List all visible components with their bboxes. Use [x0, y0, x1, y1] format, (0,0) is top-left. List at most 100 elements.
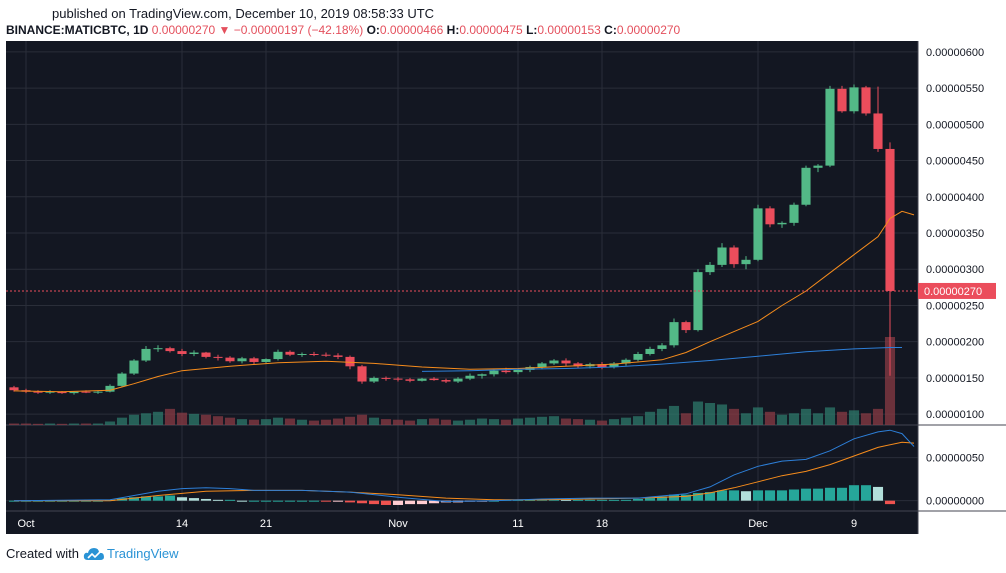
candle-body — [273, 351, 283, 360]
candle-body — [621, 359, 631, 364]
volume-bar — [560, 418, 572, 425]
macd-tick-label: 0.00000050 — [926, 453, 984, 465]
close-value: 0.00000270 — [616, 23, 681, 37]
time-tick-label: 14 — [176, 518, 188, 530]
candle-body — [765, 208, 775, 225]
candle-body — [609, 363, 619, 368]
volume-bar — [284, 418, 296, 425]
time-tick-label: 9 — [851, 518, 857, 530]
macd-histogram-bar — [788, 489, 800, 501]
candle-body — [321, 354, 331, 356]
volume-bar — [584, 419, 596, 425]
macd-histogram-bar — [404, 500, 416, 505]
candle-body — [801, 167, 811, 205]
price-tick-label: 0.00000550 — [926, 83, 984, 95]
volume-bar — [8, 423, 20, 425]
macd-histogram-bar — [860, 485, 872, 501]
volume-bar — [116, 417, 128, 425]
candle-body — [189, 352, 199, 354]
volume-bar — [476, 418, 488, 425]
macd-histogram-bar — [728, 490, 740, 501]
price-chart[interactable]: 0.00000100 0.00000150 0.00000200 0.00000250… — [0, 41, 1006, 539]
macd-histogram-bar — [716, 490, 728, 501]
volume-bar — [416, 419, 428, 425]
time-tick-label: Oct — [17, 518, 34, 530]
candle-body — [9, 387, 19, 391]
candle-body — [141, 348, 151, 361]
macd-histogram-bar — [644, 498, 656, 501]
macd-histogram-bar — [392, 500, 404, 505]
down-arrow-icon: ▼ — [218, 23, 231, 37]
candle-body — [753, 208, 763, 260]
candle-body — [537, 363, 547, 368]
candle-body — [489, 370, 499, 375]
ma-slow-line — [421, 347, 902, 372]
macd-histogram-bar — [212, 499, 224, 501]
macd-line — [13, 429, 915, 503]
last-price-label-bg — [918, 282, 996, 299]
candle-body — [825, 88, 835, 166]
candle-body — [813, 165, 823, 168]
volume-bar — [380, 419, 392, 425]
candle-body — [873, 113, 883, 149]
candle-body — [453, 378, 463, 382]
footer: Created with TradingView — [6, 546, 179, 561]
volume-bar — [704, 403, 716, 425]
macd-histogram-bar — [356, 500, 368, 504]
candle-body — [741, 259, 751, 265]
close-label: C: — [604, 23, 617, 37]
volume-bar — [368, 417, 380, 425]
volume-bar — [428, 418, 440, 425]
volume-bar — [80, 423, 92, 425]
tradingview-cloud-icon — [83, 547, 105, 561]
time-tick-label: 11 — [512, 518, 523, 530]
candle-body — [501, 370, 511, 373]
volume-bar — [164, 408, 176, 425]
ma-fast-line — [13, 210, 915, 393]
macd-histogram-bar — [608, 499, 620, 501]
candle-body — [309, 353, 319, 355]
price-change: −0.00000197 (−42.18%) — [233, 23, 364, 37]
price-tick-label: 0.00000450 — [926, 156, 984, 168]
open-value: 0.00000466 — [379, 23, 444, 37]
candle-body — [633, 353, 643, 360]
volume-bar — [332, 418, 344, 425]
volume-bar — [776, 414, 788, 425]
macd-histogram-bar — [524, 499, 536, 501]
candle-body — [297, 353, 307, 355]
price-tick-label: 0.00000400 — [926, 192, 984, 204]
macd-histogram-bar — [248, 500, 260, 502]
candle-body — [669, 322, 679, 346]
volume-bar — [356, 414, 368, 425]
macd-histogram-bar — [836, 487, 848, 501]
candle-body — [693, 272, 703, 331]
volume-bar — [296, 419, 308, 425]
price-tick-label: 0.00000250 — [926, 300, 984, 312]
candle-body — [285, 351, 295, 355]
volume-bar — [800, 408, 812, 425]
chart-background — [6, 41, 918, 534]
candle-body — [477, 374, 487, 376]
macd-histogram-bar — [128, 497, 140, 501]
tradingview-link[interactable]: TradingView — [106, 546, 179, 561]
macd-histogram-bar — [368, 500, 380, 505]
volume-bar — [488, 419, 500, 425]
candle-body — [249, 358, 259, 362]
candle-body — [105, 385, 115, 392]
volume-bar — [260, 419, 272, 425]
candle-body — [645, 348, 655, 354]
macd-histogram-bar — [416, 500, 428, 505]
volume-bar — [512, 418, 524, 425]
volume-bar — [656, 408, 668, 425]
volume-bar — [344, 416, 356, 425]
volume-bar — [632, 416, 644, 425]
volume-bar — [620, 417, 632, 425]
candle-body — [33, 391, 43, 393]
volume-bar — [44, 423, 56, 425]
macd-histogram-bar — [800, 488, 812, 501]
candle-body — [861, 87, 871, 114]
macd-histogram-bar — [296, 500, 308, 502]
low-label: L: — [526, 23, 538, 37]
candle-body — [237, 358, 247, 362]
macd-histogram-bar — [656, 496, 668, 501]
